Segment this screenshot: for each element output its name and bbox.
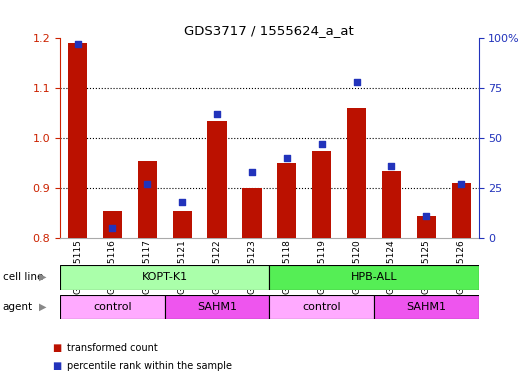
Text: ■: ■ <box>52 361 62 371</box>
Bar <box>277 163 297 238</box>
Point <box>143 181 152 187</box>
Point <box>353 79 361 85</box>
Title: GDS3717 / 1555624_a_at: GDS3717 / 1555624_a_at <box>185 24 354 37</box>
Text: agent: agent <box>3 302 33 312</box>
Text: ▶: ▶ <box>39 302 46 312</box>
Text: ▶: ▶ <box>39 272 46 282</box>
Bar <box>173 211 192 238</box>
Bar <box>208 121 226 238</box>
Bar <box>417 216 436 238</box>
Bar <box>269 265 479 290</box>
Point <box>73 41 82 48</box>
Point <box>387 163 395 169</box>
Bar <box>451 183 471 238</box>
Bar <box>68 43 87 238</box>
Bar <box>269 295 374 319</box>
Point <box>282 155 291 161</box>
Bar <box>138 161 157 238</box>
Text: ■: ■ <box>52 343 62 353</box>
Bar <box>382 170 401 238</box>
Bar <box>242 188 262 238</box>
Text: control: control <box>93 302 132 312</box>
Text: KOPT-K1: KOPT-K1 <box>142 272 188 283</box>
Bar <box>60 265 269 290</box>
Text: transformed count: transformed count <box>67 343 158 353</box>
Point <box>457 181 465 187</box>
Bar <box>347 108 366 238</box>
Point <box>213 111 221 118</box>
Bar <box>60 295 165 319</box>
Text: cell line: cell line <box>3 272 43 282</box>
Point <box>317 141 326 147</box>
Text: percentile rank within the sample: percentile rank within the sample <box>67 361 232 371</box>
Point <box>248 169 256 175</box>
Text: SAHM1: SAHM1 <box>197 302 237 312</box>
Bar <box>165 295 269 319</box>
Text: SAHM1: SAHM1 <box>406 302 446 312</box>
Point <box>422 213 430 219</box>
Bar <box>312 151 331 238</box>
Point <box>178 199 186 205</box>
Point <box>108 225 117 231</box>
Bar <box>374 295 479 319</box>
Bar <box>103 211 122 238</box>
Text: HPB-ALL: HPB-ALL <box>350 272 397 283</box>
Text: control: control <box>302 302 341 312</box>
